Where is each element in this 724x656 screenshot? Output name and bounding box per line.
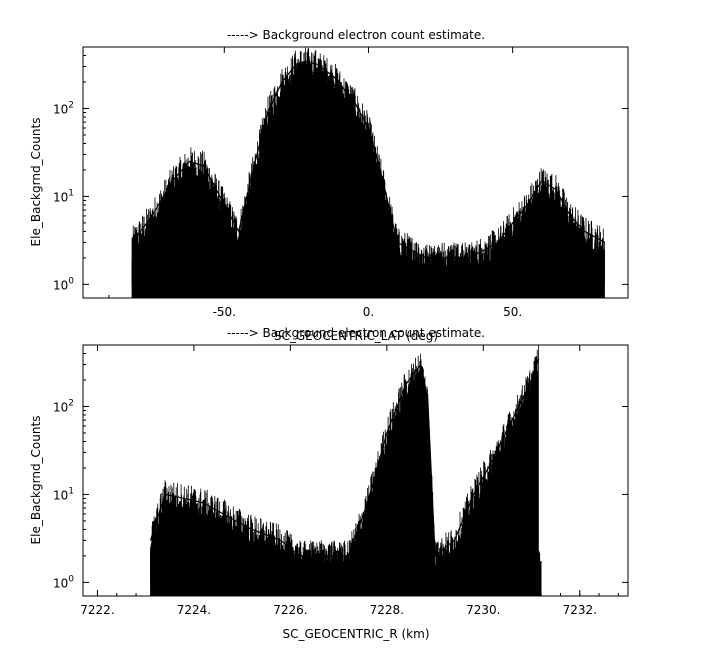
panel-radius-title: -----> Background electron count estimat… [227, 326, 485, 340]
panel-latitude: -----> Background electron count estimat… [29, 28, 629, 343]
panel-radius-y-ticks: 100 101 102 [53, 344, 628, 590]
panel-radius-x-tick-label: 7222. [80, 603, 114, 617]
panel-radius-y-tick-label: 100 [53, 574, 74, 590]
panel-latitude-x-tick-label: -50. [213, 305, 236, 319]
panel-radius: -----> Background electron count estimat… [29, 326, 629, 641]
panel-radius-x-tick-label: 7230. [466, 603, 500, 617]
panel-latitude-y-tick-label: 102 [53, 100, 74, 116]
panel-radius-x-tick-label: 7232. [563, 603, 597, 617]
panel-latitude-series-6 [287, 167, 341, 285]
panel-radius-x-ticks: 7222. 7224. 7226. 7228. 7230. 7232. [80, 345, 619, 617]
panel-radius-x-tick-label: 7226. [273, 603, 307, 617]
panel-latitude-x-tick-label: 50. [503, 305, 522, 319]
panel-radius-x-tick-label: 7224. [177, 603, 211, 617]
panel-radius-y-axis-label: Ele_Backgrnd_Counts [29, 416, 43, 545]
panel-latitude-y-tick-label: 101 [53, 188, 74, 204]
panel-latitude-x-ticks: -50. 0. 50. [108, 47, 629, 319]
panel-latitude-y-ticks: 100 101 102 [53, 46, 628, 292]
panel-latitude-y-axis-label: Ele_Backgrnd_Counts [29, 118, 43, 247]
panel-radius-y-tick-label: 102 [53, 398, 74, 414]
panel-latitude-title: -----> Background electron count estimat… [227, 28, 485, 42]
panel-radius-y-tick-label: 101 [53, 486, 74, 502]
panel-latitude-series-6-line [287, 177, 341, 243]
panel-radius-x-axis-label: SC_GEOCENTRIC_R (km) [283, 627, 430, 641]
panel-latitude-plot-area [131, 47, 606, 298]
panel-radius-x-tick-label: 7228. [370, 603, 404, 617]
panel-radius-noise-floor [150, 540, 542, 596]
panel-latitude-y-tick-label: 100 [53, 276, 74, 292]
panel-radius-series-4 [376, 419, 424, 583]
panel-latitude-x-axis-label: SC_GEOCENTRIC_LAT (deg) [274, 329, 438, 343]
panel-latitude-x-tick-label: 0. [363, 305, 374, 319]
panel-radius-plot-area [149, 345, 542, 596]
panel-latitude-noise-floor [131, 242, 605, 298]
